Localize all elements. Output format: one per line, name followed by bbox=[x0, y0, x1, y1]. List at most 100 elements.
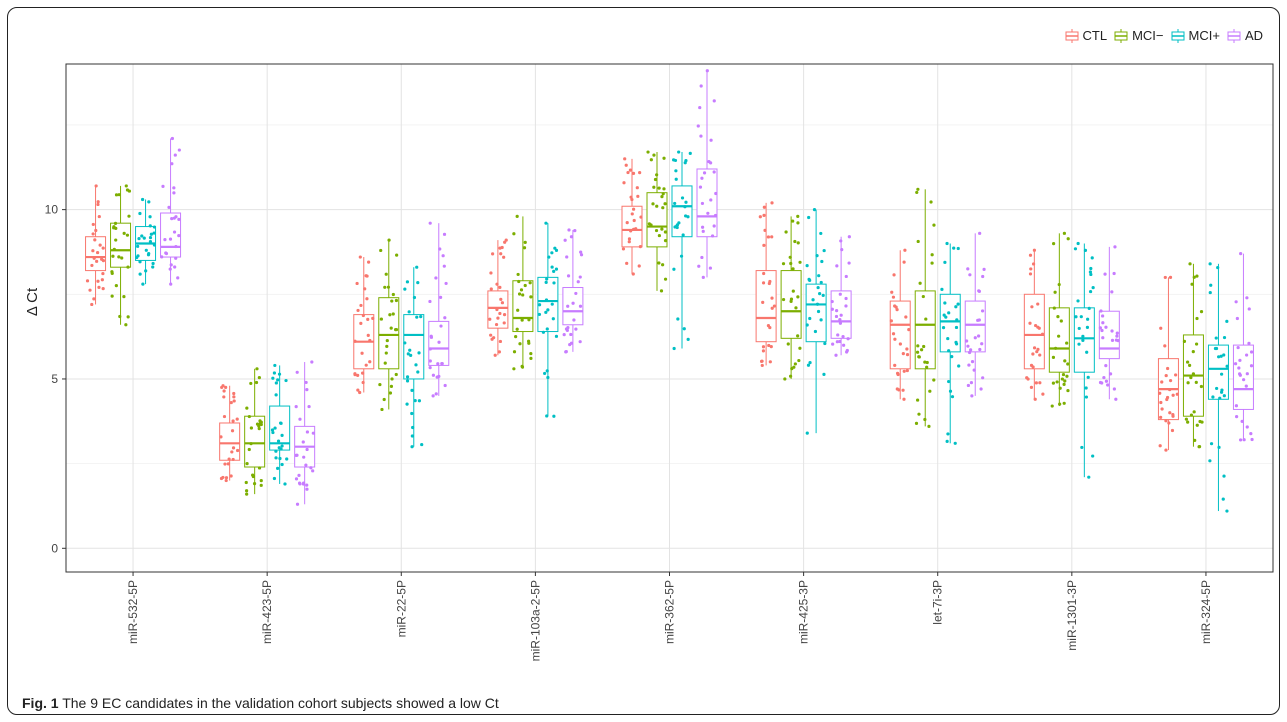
box-AD bbox=[830, 235, 852, 357]
data-point bbox=[251, 474, 256, 479]
data-point bbox=[174, 256, 178, 260]
data-point bbox=[405, 280, 410, 284]
data-point bbox=[677, 221, 681, 225]
data-point bbox=[758, 215, 762, 219]
data-point bbox=[122, 294, 126, 299]
data-point bbox=[390, 377, 394, 381]
data-point bbox=[360, 351, 364, 355]
legend-item: MCI− bbox=[1113, 28, 1164, 43]
data-point bbox=[1164, 373, 1168, 378]
data-point bbox=[439, 324, 443, 328]
data-point bbox=[173, 265, 177, 269]
data-point bbox=[231, 419, 235, 423]
data-point bbox=[1104, 364, 1108, 368]
data-point bbox=[1159, 400, 1163, 405]
data-point bbox=[172, 230, 177, 234]
data-point bbox=[893, 337, 897, 341]
data-point bbox=[1235, 316, 1239, 321]
data-point bbox=[945, 439, 949, 443]
box-AD bbox=[160, 136, 182, 286]
data-point bbox=[566, 304, 570, 308]
data-point bbox=[554, 334, 559, 338]
box-iqr bbox=[646, 192, 668, 248]
data-point bbox=[957, 364, 961, 368]
data-point bbox=[544, 221, 548, 225]
data-point bbox=[569, 235, 574, 239]
data-point bbox=[489, 287, 493, 291]
data-point bbox=[353, 339, 357, 343]
data-point bbox=[946, 432, 950, 436]
data-point bbox=[763, 228, 767, 232]
data-point bbox=[1239, 252, 1243, 256]
data-point bbox=[942, 313, 946, 317]
data-point bbox=[981, 376, 985, 380]
data-point bbox=[520, 364, 524, 368]
data-point bbox=[1086, 375, 1090, 379]
data-point bbox=[227, 457, 231, 461]
data-point bbox=[1225, 319, 1229, 323]
box-iqr bbox=[85, 236, 107, 272]
box-iqr bbox=[110, 222, 132, 268]
data-point bbox=[835, 264, 839, 268]
data-point bbox=[410, 434, 414, 438]
data-point bbox=[954, 305, 958, 309]
data-point bbox=[85, 279, 90, 283]
data-point bbox=[967, 350, 972, 355]
data-point bbox=[522, 246, 527, 250]
data-point bbox=[168, 237, 173, 241]
data-point bbox=[1062, 401, 1066, 405]
x-tick-label: miR-103a-2-5P bbox=[528, 580, 542, 661]
data-point bbox=[144, 269, 148, 273]
data-point bbox=[440, 362, 444, 366]
data-point bbox=[1054, 346, 1058, 350]
data-point bbox=[438, 247, 442, 251]
data-point bbox=[1159, 326, 1163, 330]
legend-label: MCI+ bbox=[1188, 28, 1220, 43]
data-point bbox=[431, 373, 435, 377]
data-point bbox=[838, 321, 843, 325]
data-point bbox=[394, 298, 399, 303]
data-point bbox=[512, 232, 516, 236]
data-point bbox=[916, 187, 920, 191]
data-point bbox=[222, 395, 226, 399]
data-point bbox=[811, 298, 815, 302]
data-point bbox=[981, 274, 985, 279]
data-point bbox=[219, 435, 223, 439]
box-MCI− bbox=[646, 150, 668, 293]
data-point bbox=[1245, 296, 1249, 300]
data-point bbox=[488, 317, 492, 321]
box-iqr bbox=[696, 168, 718, 238]
data-point bbox=[967, 363, 971, 367]
data-point bbox=[834, 353, 838, 357]
box-AD bbox=[696, 69, 718, 279]
data-point bbox=[969, 381, 974, 385]
data-point bbox=[416, 281, 420, 285]
data-point bbox=[684, 200, 688, 204]
data-point bbox=[413, 399, 417, 403]
data-point bbox=[91, 222, 95, 227]
data-point bbox=[674, 169, 678, 173]
data-point bbox=[762, 271, 766, 276]
data-point bbox=[529, 356, 533, 360]
box-MCI− bbox=[1182, 262, 1204, 449]
data-point bbox=[554, 248, 559, 253]
data-point bbox=[762, 243, 766, 247]
data-point bbox=[359, 321, 363, 325]
data-point bbox=[232, 395, 236, 399]
data-point bbox=[651, 202, 655, 206]
data-point bbox=[1165, 397, 1169, 402]
data-point bbox=[489, 333, 493, 337]
data-point bbox=[797, 358, 801, 363]
data-point bbox=[572, 318, 576, 322]
data-point bbox=[700, 255, 704, 260]
data-point bbox=[122, 231, 126, 235]
data-point bbox=[1249, 364, 1254, 368]
data-point bbox=[498, 285, 502, 290]
data-point bbox=[176, 276, 180, 280]
data-point bbox=[1216, 265, 1220, 270]
data-point bbox=[1034, 323, 1038, 328]
data-point bbox=[661, 206, 665, 210]
data-point bbox=[1244, 384, 1248, 388]
data-point bbox=[1112, 387, 1116, 391]
